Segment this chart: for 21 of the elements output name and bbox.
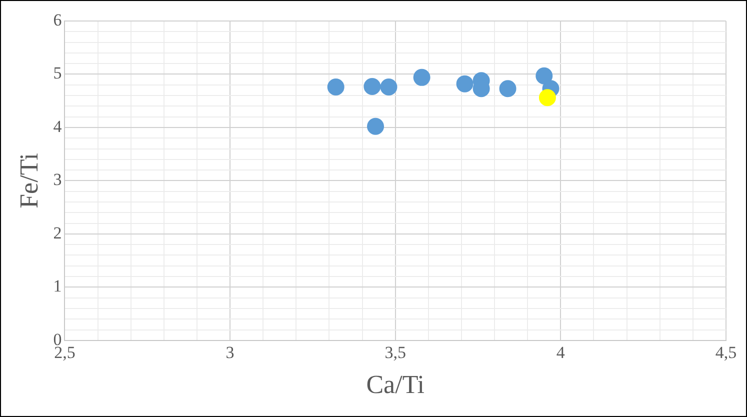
y-tick-label: 3	[53, 170, 62, 190]
point	[380, 78, 398, 96]
x-tick-label: 3	[226, 343, 234, 362]
point	[327, 78, 344, 96]
point	[364, 78, 381, 95]
y-tick-label: 5	[53, 64, 62, 83]
point	[536, 67, 553, 84]
point	[538, 89, 556, 106]
point	[413, 68, 430, 86]
y-tick-label: 2	[53, 223, 62, 242]
y-axis-title: Fe/Ti	[14, 152, 44, 208]
y-tick-label: 1	[53, 276, 62, 296]
point	[456, 75, 474, 92]
point	[367, 118, 384, 135]
x-axis-title: Ca/Ti	[366, 370, 424, 400]
y-tick-label: 4	[53, 116, 62, 136]
x-tick-label: 4,5	[715, 343, 737, 362]
y-tick-label: 6	[53, 10, 62, 30]
x-tick-label: 4	[556, 343, 566, 362]
point	[499, 80, 516, 98]
x-tick-label: 3,5	[384, 343, 406, 362]
